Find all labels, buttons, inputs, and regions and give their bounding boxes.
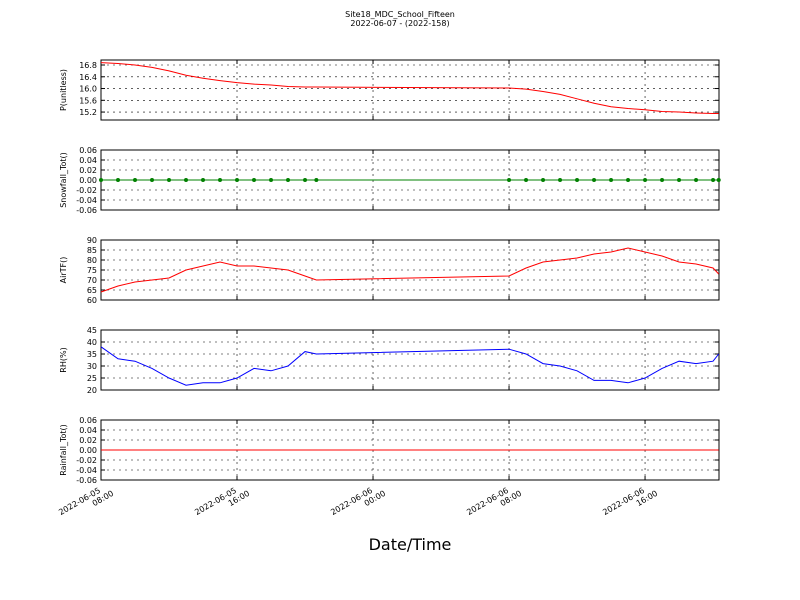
y-tick-label: 40 <box>87 338 97 347</box>
data-point <box>694 178 699 182</box>
y-axis-label: Rainfall_Tot() <box>59 424 68 476</box>
y-tick-label: 75 <box>87 266 97 275</box>
y-tick-label: -0.06 <box>76 206 97 215</box>
data-point <box>167 178 172 182</box>
data-point <box>609 178 614 182</box>
y-axis-label: RH(%) <box>59 347 68 372</box>
y-tick-label: 85 <box>87 246 97 255</box>
data-point <box>116 178 121 182</box>
y-tick-label: 0.04 <box>79 156 97 165</box>
data-point <box>575 178 580 182</box>
data-point <box>677 178 682 182</box>
data-point <box>716 178 721 182</box>
plot-frame <box>100 239 720 301</box>
y-tick-label: 0.00 <box>79 176 97 185</box>
y-axis-label: P(unitless) <box>59 69 68 111</box>
data-point <box>626 178 631 182</box>
y-tick-label: 0.06 <box>79 146 97 155</box>
y-tick-label: 35 <box>87 350 97 359</box>
y-tick-label: 80 <box>87 256 97 265</box>
data-point <box>592 178 597 182</box>
y-tick-label: -0.04 <box>76 196 97 205</box>
y-tick-label: 60 <box>87 296 97 305</box>
y-tick-label: -0.02 <box>76 186 97 195</box>
data-point <box>252 178 257 182</box>
y-tick-label: 16.4 <box>79 73 97 82</box>
y-axis-label: AirTF() <box>59 257 68 284</box>
data-point <box>184 178 189 182</box>
y-tick-label: 70 <box>87 276 97 285</box>
y-tick-label: 0.04 <box>79 426 97 435</box>
data-point <box>660 178 665 182</box>
data-point <box>711 178 716 182</box>
data-point <box>303 178 308 182</box>
data-point <box>524 178 529 182</box>
data-line <box>100 346 720 386</box>
data-point <box>286 178 291 182</box>
y-axis-label: Snowfall_Tot() <box>59 152 68 208</box>
y-tick-label: 65 <box>87 286 97 295</box>
chart-subtitle: 2022-06-07 - (2022-158) <box>350 19 449 28</box>
plot-frame <box>100 329 720 391</box>
data-point <box>541 178 546 182</box>
data-point <box>269 178 274 182</box>
y-tick-label: 0.02 <box>79 166 97 175</box>
y-tick-label: 0.06 <box>79 416 97 425</box>
y-tick-label: 45 <box>87 326 97 335</box>
data-point <box>558 178 563 182</box>
y-tick-label: 15.2 <box>79 108 97 117</box>
y-tick-label: -0.06 <box>76 476 97 485</box>
data-point <box>507 178 512 182</box>
y-tick-label: 25 <box>87 374 97 383</box>
data-point <box>235 178 240 182</box>
y-tick-label: -0.02 <box>76 456 97 465</box>
y-tick-label: 0.00 <box>79 446 97 455</box>
data-point <box>133 178 138 182</box>
y-tick-label: 90 <box>87 236 97 245</box>
data-point <box>99 178 103 182</box>
y-tick-label: 0.02 <box>79 436 97 445</box>
data-line <box>100 247 720 293</box>
data-point <box>643 178 648 182</box>
data-point <box>201 178 206 182</box>
chart-title: Site18_MDC_School_Fifteen <box>345 10 455 19</box>
data-point <box>314 178 319 182</box>
plot-frame <box>100 59 720 121</box>
y-tick-label: 16.0 <box>79 85 97 94</box>
data-point <box>150 178 155 182</box>
y-tick-label: 16.8 <box>79 61 97 70</box>
data-point <box>218 178 223 182</box>
y-tick-label: 30 <box>87 362 97 371</box>
y-tick-label: -0.04 <box>76 466 97 475</box>
y-tick-label: 20 <box>87 386 97 395</box>
x-axis-label: Date/Time <box>369 535 452 554</box>
y-tick-label: 15.6 <box>79 96 97 105</box>
data-line <box>100 62 719 115</box>
